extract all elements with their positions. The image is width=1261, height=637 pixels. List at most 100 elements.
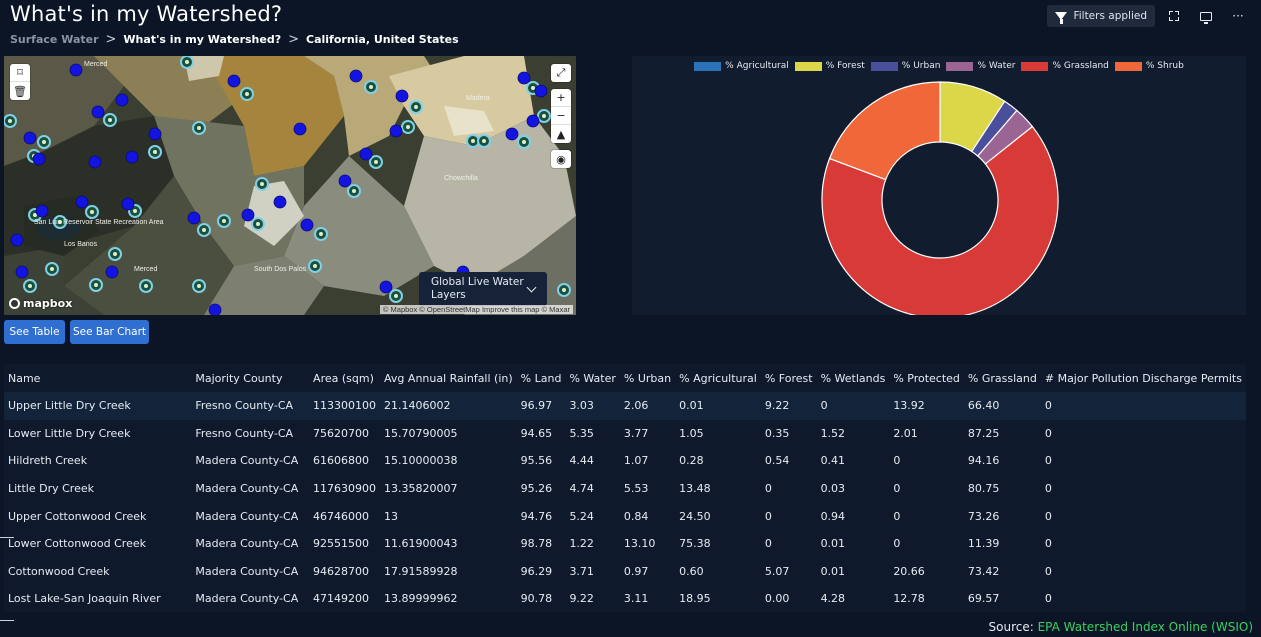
gauge-station-dot <box>260 182 264 186</box>
watershed-site-marker[interactable] <box>69 63 83 77</box>
zoom-in-button[interactable]: + <box>551 89 571 107</box>
draw-polygon-button[interactable]: ⌑ <box>10 64 30 82</box>
breadcrumb-surface-water[interactable]: Surface Water <box>10 33 99 46</box>
legend-item[interactable]: % Forest <box>794 61 865 71</box>
column-header[interactable]: % Land <box>520 371 562 385</box>
legend-item[interactable]: % Shrub <box>1114 61 1184 71</box>
column-header[interactable]: % Grassland <box>967 371 1037 385</box>
watershed-site-marker[interactable] <box>505 127 519 141</box>
watershed-site-marker[interactable] <box>88 155 102 169</box>
watershed-site-marker[interactable] <box>23 131 37 145</box>
column-header[interactable]: % Protected <box>893 371 960 385</box>
watershed-site-marker[interactable] <box>534 84 548 98</box>
legend-item[interactable]: % Water <box>946 61 1015 71</box>
watershed-site-marker[interactable] <box>32 152 46 166</box>
watershed-site-marker[interactable] <box>526 114 540 128</box>
donut-slice[interactable] <box>828 81 941 181</box>
breadcrumb-watershed[interactable]: What's in my Watershed? <box>123 33 282 46</box>
column-header[interactable]: Avg Annual Rainfall (in) <box>384 371 513 385</box>
source-link[interactable]: EPA Watershed Index Online (WSIO) <box>1037 620 1253 634</box>
table-cell: 5.24 <box>569 509 594 523</box>
table-cell: 0 <box>764 509 772 523</box>
present-button[interactable] <box>1193 5 1219 27</box>
column-header[interactable]: % Wetlands <box>820 371 886 385</box>
table-row[interactable]: Lower Little Dry Creek Fresno County-CA 75… <box>4 420 1246 448</box>
table-cell: 12.78 <box>893 592 925 606</box>
table-cell: 0.01 <box>820 537 846 551</box>
zoom-out-button[interactable]: − <box>551 107 571 125</box>
watershed-site-marker[interactable] <box>105 265 119 279</box>
table-cell: Cottonwood Creek <box>8 564 110 578</box>
table-cell: 0 <box>893 537 901 551</box>
watershed-site-marker[interactable] <box>389 124 403 138</box>
watershed-site-marker[interactable] <box>349 69 363 83</box>
legend-item[interactable]: % Agricultural <box>694 61 789 71</box>
column-header[interactable]: % Urban <box>623 371 672 385</box>
compass-button[interactable]: ▲ <box>556 127 566 141</box>
column-header[interactable]: % Agricultural <box>679 371 757 385</box>
gauge-station-dot <box>185 60 189 64</box>
watershed-site-marker[interactable] <box>35 204 49 218</box>
watershed-site-marker[interactable] <box>10 233 24 247</box>
table-cell: 5.53 <box>623 482 649 496</box>
watershed-site-marker[interactable] <box>125 150 139 164</box>
column-header[interactable]: Area (sqm) <box>313 371 374 385</box>
watershed-site-marker[interactable] <box>379 280 393 294</box>
column-header[interactable]: # Major Pollution Discharge Permits <box>1044 371 1242 385</box>
watershed-site-marker[interactable] <box>148 127 162 141</box>
table-row[interactable]: Hildreth Creek Madera County-CA 61606800 15… <box>4 447 1246 475</box>
watershed-site-marker[interactable] <box>359 147 373 161</box>
watershed-site-marker[interactable] <box>75 195 89 209</box>
column-header[interactable]: % Water <box>569 371 616 385</box>
geolocate-button[interactable]: ◉ <box>556 152 566 166</box>
watershed-site-marker[interactable] <box>115 93 129 107</box>
trash-button[interactable]: 🗑 <box>13 84 27 98</box>
column-header[interactable]: Majority County <box>195 371 283 385</box>
watershed-site-marker[interactable] <box>517 71 531 85</box>
legend-swatch <box>694 61 722 71</box>
global-live-water-layers-dropdown[interactable]: Global Live Water Layers <box>419 272 547 306</box>
watershed-site-marker[interactable] <box>187 211 201 225</box>
watershed-site-marker[interactable] <box>241 208 255 222</box>
legend-label: % Water <box>977 61 1016 71</box>
watershed-site-marker[interactable] <box>293 122 307 136</box>
table-cell: 11.39 <box>967 537 1000 551</box>
watershed-site-marker[interactable] <box>338 174 352 188</box>
watershed-site-marker[interactable] <box>121 197 135 211</box>
table-row[interactable]: Cottonwood Creek Madera County-CA 94628700… <box>4 558 1246 586</box>
donut-slice[interactable] <box>821 125 1059 315</box>
see-table-button[interactable]: See Table <box>4 320 65 344</box>
legend-item[interactable]: % Urban <box>870 61 940 71</box>
table-row[interactable]: Upper Cottonwood Creek Madera County-CA 46… <box>4 502 1246 530</box>
table-cell: 69.57 <box>967 592 1000 606</box>
legend-item[interactable]: % Grassland <box>1021 61 1109 71</box>
map-attribution[interactable]: © Mapbox © OpenStreetMap Improve this ma… <box>379 305 573 314</box>
watershed-site-marker[interactable] <box>227 74 241 88</box>
column-header[interactable]: Name <box>8 371 41 385</box>
table-row[interactable]: Upper Little Dry Creek Fresno County-CA 11… <box>4 392 1246 420</box>
table-row[interactable]: Lower Cottonwood Creek Madera County-CA 92… <box>4 530 1246 558</box>
gauge-station-dot <box>471 139 475 143</box>
table-row[interactable]: Lost Lake-San Joaquin River Madera County… <box>4 585 1246 613</box>
watershed-site-marker[interactable] <box>15 265 29 279</box>
column-header[interactable]: % Forest <box>764 371 813 385</box>
see-bar-chart-button[interactable]: See Bar Chart <box>70 320 149 344</box>
fullscreen-button[interactable] <box>1161 5 1187 27</box>
edge-marker <box>0 620 14 621</box>
map-fullscreen-button[interactable]: ⤢ <box>556 66 566 79</box>
table-cell: 3.03 <box>565 392 620 420</box>
table-cell: 9.22 <box>569 592 594 606</box>
watershed-map[interactable]: Merced Madera Chowchilla San Luis Reservoir… <box>4 56 576 315</box>
more-options-button[interactable]: ··· <box>1225 5 1251 27</box>
watershed-site-marker[interactable] <box>208 303 222 315</box>
watershed-site-marker[interactable] <box>300 218 314 232</box>
table-cell: Madera County-CA <box>195 509 299 523</box>
watershed-site-marker[interactable] <box>91 105 105 119</box>
watershed-site-marker[interactable] <box>395 89 409 103</box>
watershed-site-marker[interactable] <box>273 195 287 209</box>
table-row[interactable]: Little Dry Creek Madera County-CA 11763090… <box>4 475 1246 503</box>
filters-applied-button[interactable]: Filters applied <box>1047 5 1155 27</box>
table-cell: 46746000 <box>313 509 370 523</box>
table-cell: 13.48 <box>679 482 711 496</box>
mapbox-logo: mapbox <box>9 297 72 310</box>
